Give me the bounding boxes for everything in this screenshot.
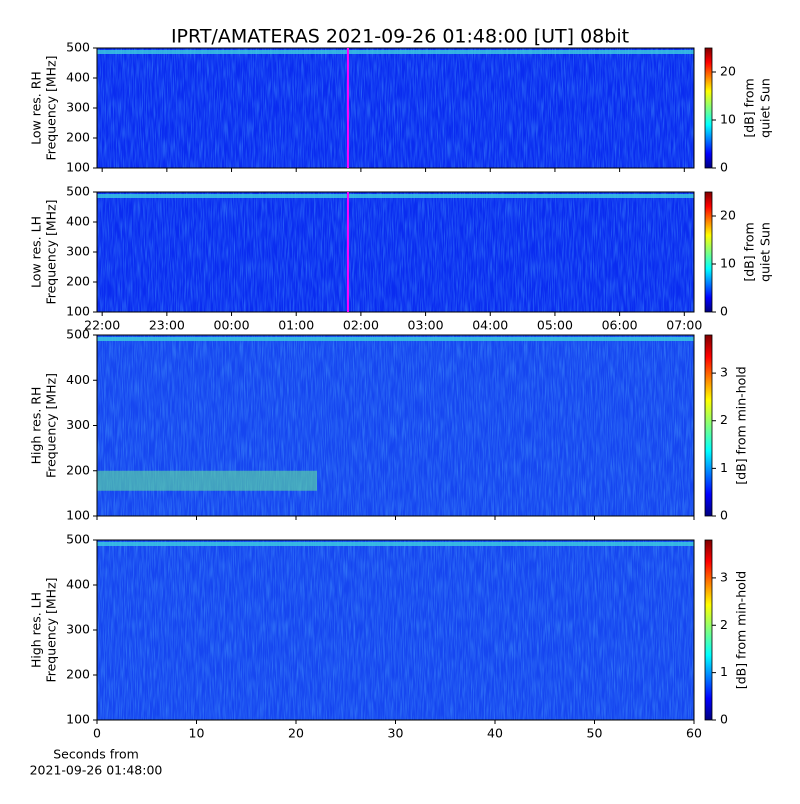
x-tick-label: 07:00	[666, 318, 702, 333]
y-axis-label: Frequency [MHz]	[44, 199, 59, 304]
y-tick-label: 100	[66, 712, 90, 727]
y-tick-label: 400	[66, 214, 90, 229]
colorbar-label: [dB] from	[742, 78, 757, 137]
y-tick-label: 100	[66, 160, 90, 175]
y-tick-label: 300	[66, 417, 90, 432]
y-axis-label: High res. LH	[29, 592, 44, 668]
colorbar-label: quiet Sun	[758, 78, 773, 138]
colorbar-tick-label: 1	[720, 460, 728, 475]
spectrogram-band	[97, 194, 694, 198]
y-axis-label: Low res. RH	[29, 71, 44, 145]
x-tick-label: 0	[93, 726, 101, 741]
colorbar-tick-label: 0	[720, 712, 728, 727]
y-tick-label: 400	[66, 70, 90, 85]
y-tick-label: 300	[66, 244, 90, 259]
y-tick-label: 500	[66, 327, 90, 342]
colorbar	[704, 191, 713, 313]
colorbar-tick-label: 2	[720, 617, 728, 632]
x-tick-label: 06:00	[602, 318, 638, 333]
colorbar-tick-label: 2	[720, 412, 728, 427]
y-tick-label: 200	[66, 667, 90, 682]
colorbar	[704, 539, 713, 721]
x-tick-label: 20	[288, 726, 304, 741]
colorbar-tick-label: 1	[720, 664, 728, 679]
y-tick-label: 200	[66, 274, 90, 289]
colorbar-tick-label: 20	[720, 64, 736, 79]
x-axis-label: Seconds from	[53, 747, 139, 762]
colorbar-tick-label: 0	[720, 304, 728, 319]
y-tick-label: 500	[66, 184, 90, 199]
spectrogram-band	[97, 337, 694, 341]
colorbar-label: [dB] from min-hold	[734, 366, 749, 484]
x-tick-label: 00:00	[214, 318, 250, 333]
x-axis-label: 2021-09-26 01:48:00	[30, 763, 163, 778]
y-axis-label: High res. RH	[29, 387, 44, 465]
x-tick-label: 04:00	[472, 318, 508, 333]
colorbar	[704, 334, 713, 517]
y-tick-label: 300	[66, 622, 90, 637]
colorbar-tick-label: 10	[720, 256, 736, 271]
y-tick-label: 100	[66, 304, 90, 319]
x-tick-label: 02:00	[343, 318, 379, 333]
x-tick-label: 05:00	[537, 318, 573, 333]
colorbar-label: quiet Sun	[758, 222, 773, 282]
x-tick-label: 01:00	[278, 318, 314, 333]
chart-title: IPRT/AMATERAS 2021-09-26 01:48:00 [UT] 0…	[171, 26, 629, 48]
x-tick-label: 30	[388, 726, 404, 741]
y-tick-label: 500	[66, 40, 90, 55]
colorbar-tick-label: 0	[720, 160, 728, 175]
y-tick-label: 200	[66, 462, 90, 477]
y-axis-label: Frequency [MHz]	[44, 55, 59, 160]
y-tick-label: 300	[66, 100, 90, 115]
x-tick-label: 10	[189, 726, 205, 741]
x-tick-label: 40	[487, 726, 503, 741]
x-tick-label: 23:00	[149, 318, 185, 333]
colorbar	[704, 47, 713, 169]
colorbar-tick-label: 20	[720, 208, 736, 223]
y-axis-label: Frequency [MHz]	[44, 373, 59, 478]
x-tick-label: 03:00	[408, 318, 444, 333]
y-tick-label: 100	[66, 508, 90, 523]
colorbar-tick-label: 3	[720, 365, 728, 380]
y-axis-label: Low res. LH	[29, 216, 44, 288]
y-tick-label: 500	[66, 532, 90, 547]
spectrogram-band	[97, 50, 694, 54]
y-tick-label: 200	[66, 130, 90, 145]
colorbar-tick-label: 3	[720, 569, 728, 584]
spectrogram-band	[97, 542, 694, 546]
spectrogram-texture	[97, 48, 694, 168]
x-tick-label: 60	[686, 726, 702, 741]
colorbar-label: [dB] from	[742, 222, 757, 281]
y-tick-label: 400	[66, 372, 90, 387]
x-tick-label: 22:00	[84, 318, 120, 333]
colorbar-tick-label: 0	[720, 508, 728, 523]
colorbar-label: [dB] from min-hold	[734, 571, 749, 689]
y-tick-label: 400	[66, 577, 90, 592]
spectrogram-texture	[97, 192, 694, 312]
x-tick-label: 50	[587, 726, 603, 741]
y-axis-label: Frequency [MHz]	[44, 577, 59, 682]
spectrogram-band	[97, 470, 317, 491]
spectrogram-texture	[97, 540, 694, 720]
colorbar-tick-label: 10	[720, 112, 736, 127]
